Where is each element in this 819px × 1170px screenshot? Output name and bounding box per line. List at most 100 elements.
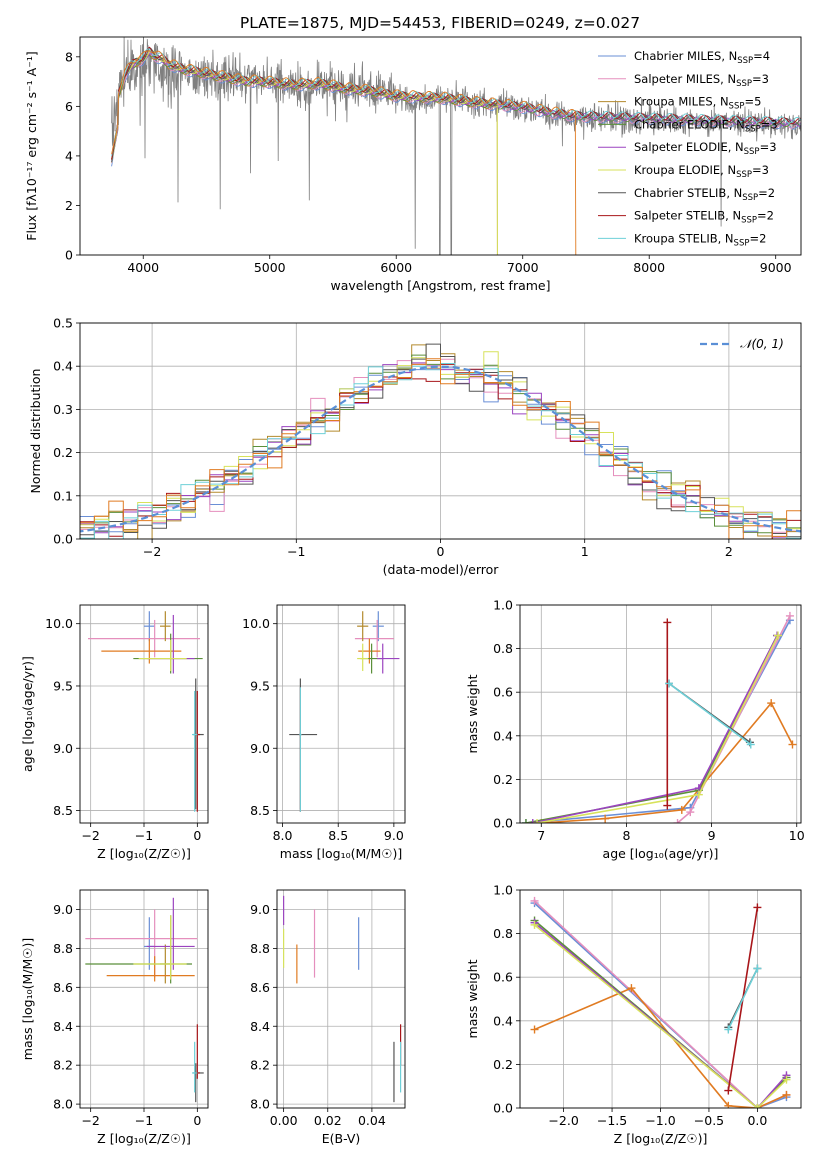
age_vs_Z-axes: −2 −1 0 8.5 9.0 9.5 10.0 Z [log₁₀(Z/Z☉)] age [lo… <box>20 604 209 861</box>
mass_vs_ebv-xtick-label: 0.04 <box>358 1113 386 1128</box>
mass_vs_Z-point-0 <box>144 917 155 970</box>
weight_vs_age-xlabel: age [log₁₀(age/yr)] <box>603 846 719 861</box>
residuals-xtick-label: 0 <box>437 544 445 559</box>
weight_vs_Z-xlabel: Z [log₁₀(Z/Z☉)] <box>614 1131 708 1146</box>
legend-entry: Kroupa ELODIE, NSSP=3 <box>634 163 769 180</box>
mass_vs_ebv-frame <box>276 889 406 1109</box>
spectrum-ytick-label: 4 <box>65 148 73 163</box>
weight_vs_Z-series-kroupa_elodie <box>533 924 788 1108</box>
weight_vs_Z-marker <box>724 1086 733 1095</box>
residuals-xtick-label: 1 <box>581 544 589 559</box>
mass_vs_Z-point-3 <box>106 956 195 982</box>
figure-title: PLATE=1875, MJD=54453, FIBERID=0249, z=0… <box>240 14 640 32</box>
mass_vs_ebv-ytick-label: 8.6 <box>250 980 270 995</box>
weight_vs_age-series-salpeter_elodie <box>532 635 778 823</box>
age_vs_mass-point-3 <box>358 638 381 664</box>
spectrum-ytick-label: 0 <box>65 248 73 263</box>
weight_vs_age-ytick-label: 0.2 <box>493 772 513 787</box>
weight_vs_Z-marker <box>627 984 636 993</box>
residuals-ytick-label: 0.3 <box>53 402 73 417</box>
weight_vs_age-series-chabrier_miles <box>525 619 791 823</box>
weight_vs_age-marker <box>663 618 672 627</box>
spectrum-xtick-label: 9000 <box>760 260 792 275</box>
weight_vs_age-marker <box>694 790 703 799</box>
residuals-frame <box>79 322 802 540</box>
weight_vs_age-marker <box>533 819 542 823</box>
age_vs_Z-plot-area <box>88 611 204 812</box>
spectrum-xtick-label: 8000 <box>633 260 665 275</box>
legend-entry: Salpeter MILES, NSSP=3 <box>634 72 769 89</box>
weight_vs_age-axes: 7 8 9 10 0.0 0.2 0.4 0.6 0.8 1.0 age [log₁₀(age/yr… <box>465 598 805 862</box>
weight_vs_Z-xtick-label: 0.0 <box>747 1113 767 1128</box>
weight_vs_age-marker <box>788 740 797 749</box>
age_vs_mass-point-5 <box>377 643 400 674</box>
mass_vs_ebv-ytick-label: 8.0 <box>250 1097 270 1112</box>
weight_vs_age-marker <box>785 611 794 620</box>
weight_vs_Z-marker <box>753 1104 762 1108</box>
mass_vs_Z-xtick-label: −2 <box>81 1113 99 1128</box>
age_vs_mass-point-7 <box>289 678 318 810</box>
legend-entry: Chabrier MILES, NSSP=4 <box>634 49 770 66</box>
weight_vs_Z-ylabel: mass weight <box>465 959 480 1038</box>
weight_vs_Z-series-kroupa_stelib <box>727 968 759 1030</box>
mass_vs_Z-ytick-label: 8.4 <box>53 1019 73 1034</box>
mass_vs_ebv-ytick-label: 8.8 <box>250 941 270 956</box>
legend-entry: Kroupa MILES, NSSP=5 <box>634 95 761 112</box>
age_vs_mass-plot-area <box>289 611 400 812</box>
mass_vs_ebv-plot-area <box>283 895 402 1103</box>
age_vs_Z-point-3 <box>101 638 182 664</box>
weight_vs_age-marker <box>521 819 530 823</box>
mass_vs_ebv-xtick-label: 0.02 <box>314 1113 342 1128</box>
weight_vs_age-xtick-label: 9 <box>708 828 716 843</box>
weight_vs_age-frame <box>519 604 802 824</box>
age_vs_Z-ytick-label: 9.5 <box>53 678 73 693</box>
residuals-plot-area <box>80 343 801 539</box>
age_vs_mass-ytick-label: 9.5 <box>250 678 270 693</box>
mass_vs_Z-axes: −2 −1 0 8.0 8.2 8.4 8.6 8.8 9.0 Z [log₁₀(Z/Z☉)] ma… <box>20 889 209 1146</box>
mass_vs_Z-point-4 <box>85 915 192 984</box>
age_vs_mass-xtick-label: 9.0 <box>384 828 404 843</box>
mass_vs_Z-plot-area <box>85 897 204 1103</box>
spectrum-ytick-label: 8 <box>65 49 73 64</box>
age_vs_Z-ytick-label: 8.5 <box>53 803 73 818</box>
weight_vs_Z-plot-area <box>530 896 791 1108</box>
spectrum-model-line-kroupa_stelib <box>111 48 801 156</box>
age_vs_Z-ytick-label: 10.0 <box>45 616 73 631</box>
spectrum-xlabel: wavelength [Angstrom, rest frame] <box>330 278 550 293</box>
weight_vs_age-marker <box>673 819 682 823</box>
residuals-axes: −2 −1 0 1 2 0.0 0.1 0.2 0.3 0.4 0.5 (data-model)/er… <box>28 316 802 577</box>
age_vs_mass-ytick-label: 10.0 <box>242 616 270 631</box>
weight_vs_Z-xtick-label: −0.5 <box>694 1113 724 1128</box>
spectrum-legend: Chabrier MILES, NSSP=4 Salpeter MILES, NS… <box>598 49 778 248</box>
age_vs_mass-ytick-label: 9.0 <box>250 741 270 756</box>
spectrum-frame <box>79 36 802 256</box>
weight_vs_age-series-kroupa_elodie <box>536 635 779 823</box>
weight_vs_age-marker <box>677 805 686 814</box>
residuals-ytick-label: 0.1 <box>53 488 73 503</box>
weight_vs_Z-ytick-label: 0.0 <box>493 1101 513 1116</box>
weight_vs_age-plot-area <box>521 611 797 823</box>
mass_vs_ebv-ytick-label: 9.0 <box>250 902 270 917</box>
age_vs_mass-point-9 <box>299 687 302 812</box>
weight_vs_Z-series-chabrier_miles <box>533 902 787 1108</box>
weight_vs_age-marker <box>601 814 610 823</box>
residuals-ytick-label: 0.0 <box>53 532 73 547</box>
weight_vs_age-ylabel: mass weight <box>465 674 480 753</box>
weight_vs_Z-xtick-label: −1.5 <box>597 1113 627 1128</box>
weight_vs_age-marker <box>663 801 672 810</box>
weight_vs_age-series-chabrier_elodie <box>525 635 778 823</box>
residuals-ytick-label: 0.2 <box>53 445 73 460</box>
age_vs_Z-point-2 <box>160 611 171 642</box>
weight_vs_Z-marker <box>753 903 762 912</box>
weight_vs_Z-marker <box>753 964 762 973</box>
residuals-xtick-label: 2 <box>725 544 733 559</box>
weight_vs_Z-series-salpeter_elodie <box>533 922 788 1108</box>
spectrum-ytick-label: 2 <box>65 198 73 213</box>
weight_vs_Z-xtick-label: −2.0 <box>548 1113 578 1128</box>
age_vs_Z-ytick-label: 9.0 <box>53 741 73 756</box>
mass_vs_Z-ylabel: mass [log₁₀(M/M☉)] <box>20 938 35 1060</box>
age_vs_Z-point-9 <box>192 690 198 812</box>
mass_vs_Z-point-6 <box>133 915 187 980</box>
weight_vs_Z-marker <box>530 1025 539 1034</box>
mass_vs_ebv-ytick-label: 8.4 <box>250 1019 270 1034</box>
